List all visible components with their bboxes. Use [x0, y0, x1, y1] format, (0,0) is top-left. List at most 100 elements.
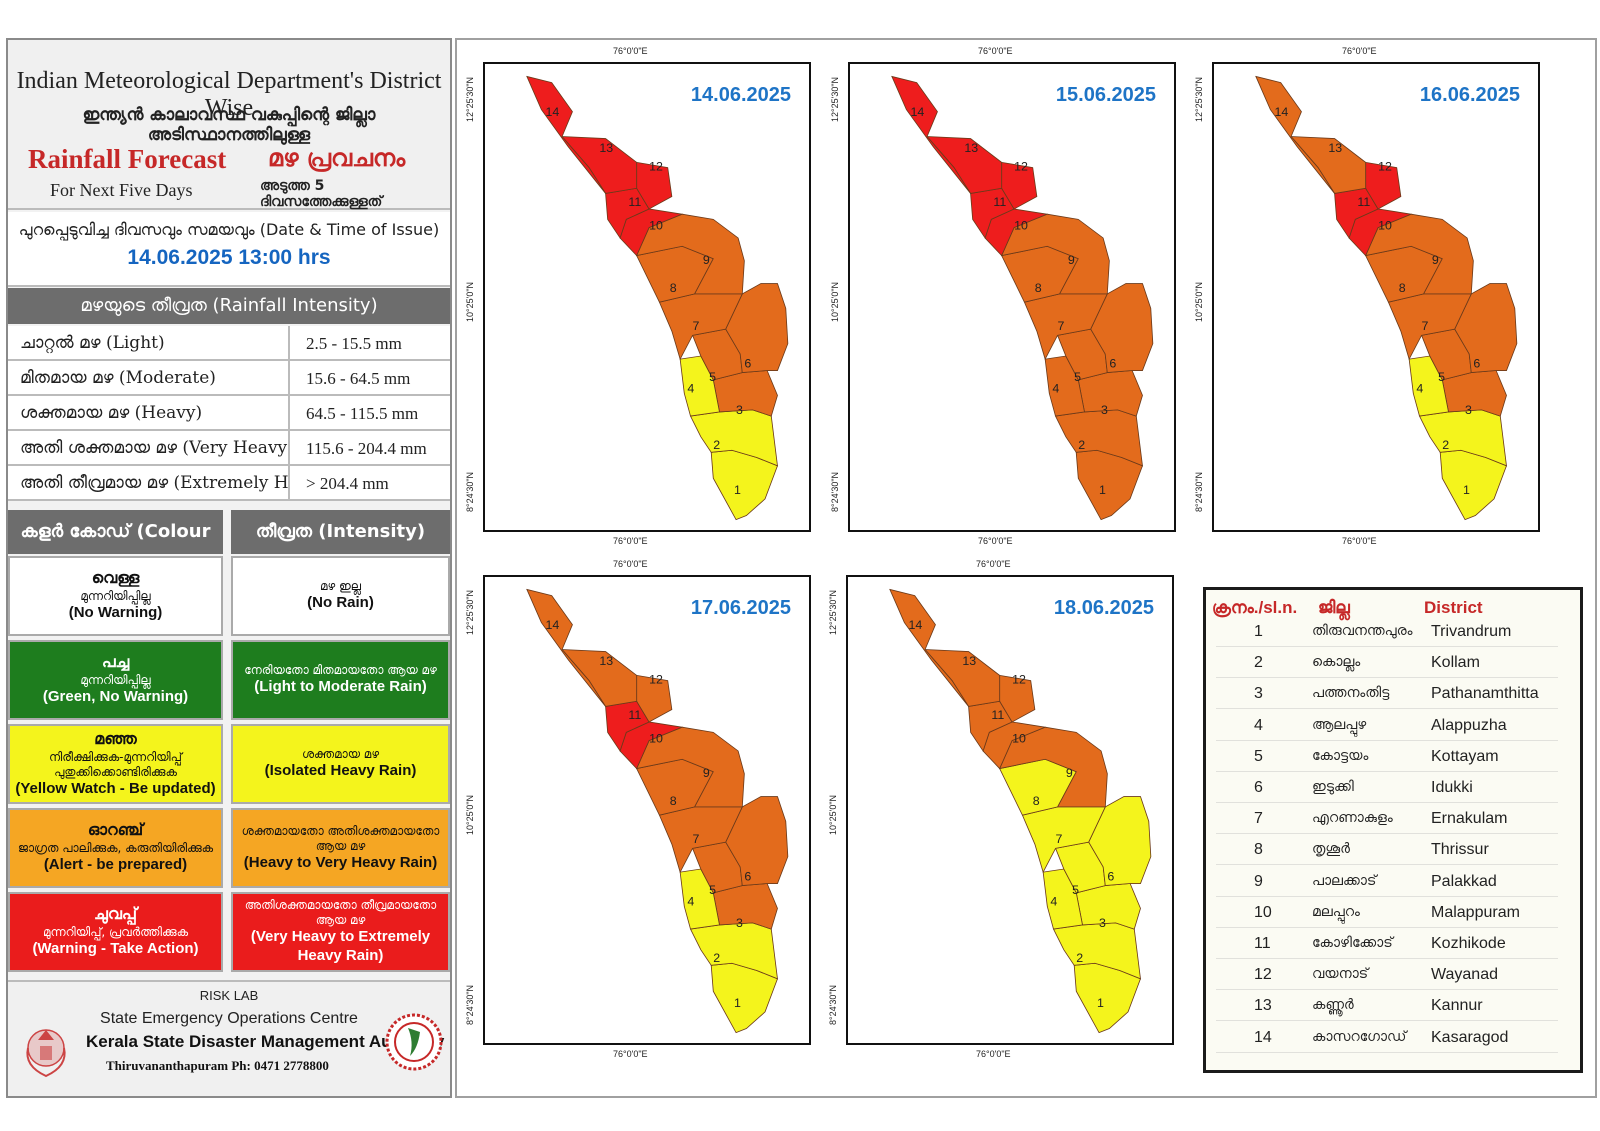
legend-ml: വയനാട്	[1312, 966, 1369, 983]
district-number: 9	[1432, 253, 1439, 267]
district-region	[1000, 213, 1110, 295]
district-number: 2	[713, 438, 720, 452]
legend-sl: 3	[1254, 685, 1263, 703]
intensity-range: 115.6 - 204.4 mm	[306, 439, 427, 458]
district-number: 12	[1012, 673, 1026, 687]
intensity-row: അതി തീവ്രമായ മഴ (Extremely Heavy) > 204.4…	[8, 466, 450, 501]
lat-label: 8°24'30"N	[465, 984, 475, 1025]
district-region	[635, 213, 745, 295]
lat-label: 12°25'30"N	[465, 76, 475, 122]
lat-label: 10°25'0"N	[830, 281, 840, 322]
district-number: 1	[1099, 483, 1106, 497]
legend-ml: ഇടുക്കി	[1312, 779, 1354, 795]
next-days-en: For Next Five Days	[50, 180, 193, 200]
colour-meaning-en: (Green, No Warning)	[42, 688, 189, 706]
district-number: 4	[1416, 381, 1423, 395]
district-number: 7	[1058, 319, 1065, 333]
legend-ml: കോട്ടയം	[1312, 747, 1369, 764]
legend-head-sl: ക്രനം./sl.n.	[1212, 598, 1298, 617]
district-number: 9	[1066, 766, 1073, 780]
colour-code-cell: പച്ച മുന്നറിയിപ്പില്ല (Green, No Warning)	[8, 640, 223, 720]
lon-label-top: 76°0'0"E	[613, 46, 648, 56]
district-number: 8	[1035, 281, 1042, 295]
legend-ml: കണ്ണൂർ	[1312, 997, 1354, 1014]
title-ml: ഇന്ത്യൻ കാലാവസ്ഥ വകുപ്പിന്റെ ജില്ലാ അടിസ…	[82, 105, 376, 145]
intensity-desc-ml: ശക്തമായതോ അതിശക്തമായതോ ആയ മഴ	[241, 823, 440, 853]
forecast-map-panel: 76°0'0"E 76°0'0"E 12°25'30"N 10°25'0"N 8°24'…	[826, 555, 1194, 1061]
intensity-table: ചാറ്റൽ മഴ (Light) 2.5 - 15.5 mm മിതമായ മഴ…	[8, 326, 450, 501]
rainfall-forecast-title-ml: മഴ പ്രവചനം	[268, 144, 406, 172]
lat-label: 10°25'0"N	[465, 281, 475, 322]
district-number: 8	[670, 794, 677, 808]
legend-ml: മലപ്പുറം	[1312, 903, 1360, 920]
forecast-map-panel: 76°0'0"E 76°0'0"E 12°25'30"N 10°25'0"N 8°24'…	[463, 555, 831, 1061]
district-number: 6	[744, 869, 751, 883]
legend-sl: 6	[1254, 779, 1263, 796]
district-number: 13	[1328, 141, 1342, 155]
intensity-title: മഴയുടെ തീവ്രത (Rainfall Intensity)	[8, 288, 450, 324]
legend-row: 8 തൃശൂർ Thrissur	[1216, 834, 1558, 866]
district-number: 14	[1275, 105, 1289, 119]
colour-code-row: പച്ച മുന്നറിയിപ്പില്ല (Green, No Warning) ന…	[8, 640, 450, 720]
intensity-row: ചാറ്റൽ മഴ (Light) 2.5 - 15.5 mm	[8, 326, 450, 361]
district-number: 2	[1078, 438, 1085, 452]
colour-meaning-en: (No Warning)	[68, 604, 163, 622]
lat-label: 12°25'30"N	[830, 76, 840, 122]
colour-code-cell: മഞ്ഞ നിരീക്ഷിക്കുക-മുന്നറിയിപ്പ് പുതുക്കി…	[8, 724, 223, 804]
district-region	[725, 796, 789, 887]
intensity-range: > 204.4 mm	[306, 474, 389, 493]
district-number: 7	[1422, 319, 1429, 333]
forecast-map-panel: 76°0'0"E 76°0'0"E 12°25'30"N 10°25'0"N 8°24'…	[828, 42, 1196, 548]
intensity-row: അതി ശക്തമായ മഴ (Very Heavy) 115.6 - 204.4…	[8, 431, 450, 466]
legend-row: 10 മലപ്പുറം Malappuram	[1216, 897, 1558, 928]
forecast-map-panel: 76°0'0"E 76°0'0"E 12°25'30"N 10°25'0"N 8°24'…	[1192, 42, 1560, 548]
legend-en: Palakkad	[1431, 872, 1497, 890]
district-number: 1	[734, 996, 741, 1010]
district-region	[1364, 213, 1474, 295]
colour-code-row: വെള്ള മുന്നറിയിപ്പില്ല (No Warning) മഴ ഇല്ല…	[8, 556, 450, 636]
legend-row: 12 വയനാട് Wayanad	[1216, 959, 1558, 991]
colour-code-head-right: തീവ്രത (Intensity)	[231, 510, 450, 554]
issue-box: പുറപ്പെടുവിച്ച ദിവസവും സമയവും (Date & Ti…	[8, 212, 450, 287]
legend-ml: തൃശൂർ	[1312, 841, 1350, 858]
legend-ml: എറണാകുളം	[1312, 810, 1393, 827]
legend-ml: കോഴിക്കോട്	[1312, 935, 1393, 951]
legend-sl: 4	[1254, 716, 1263, 734]
ksdma-logo-icon	[385, 1013, 443, 1071]
district-number: 3	[1101, 403, 1108, 417]
legend-row: 7 എറണാകുളം Ernakulam	[1216, 803, 1558, 835]
legend-row: 4 ആലപ്പുഴ Alappuzha	[1216, 710, 1558, 741]
district-number: 3	[1465, 403, 1472, 417]
lon-label-top: 76°0'0"E	[976, 559, 1011, 569]
left-info-panel: Indian Meteorological Department's Distr…	[6, 38, 452, 1098]
phone-label: Thiruvananthapuram Ph: 0471 2778800	[106, 1058, 329, 1073]
colour-meaning-ml: നിരീക്ഷിക്കുക-മുന്നറിയിപ്പ് പുതുക്കിക്കൊ…	[49, 749, 182, 779]
legend-en: Kannur	[1431, 997, 1483, 1015]
intensity-name: ചാറ്റൽ മഴ (Light)	[8, 326, 290, 359]
intensity-range: 15.6 - 64.5 mm	[306, 369, 411, 388]
district-region	[891, 75, 971, 194]
lon-label-bottom: 76°0'0"E	[1342, 536, 1377, 546]
intensity-cell: നേരിയതോ മിതമായതോ ആയ മഴ (Light to Moderate…	[231, 640, 450, 720]
colour-meaning-en: (Alert - be prepared)	[43, 856, 188, 874]
legend-ml: കൊല്ലം	[1312, 654, 1361, 671]
legend-en: Kasaragod	[1431, 1028, 1509, 1046]
colour-name: വെള്ള	[91, 570, 140, 588]
colour-code-head-left: കളർ കോഡ് (Colour Code)	[8, 510, 223, 586]
intensity-cell: ശക്തമായ മഴ (Isolated Heavy Rain)	[231, 724, 450, 804]
legend-sl: 2	[1254, 654, 1263, 672]
district-legend: ക്രനം./sl.n. ജില്ല District 1 തിരുവനന്തപു…	[1203, 587, 1583, 1073]
legend-sl: 9	[1254, 872, 1263, 890]
map-frame: 15.06.2025 1 2 3 4 5 6 7 8 9 10 11 12 13 14	[848, 62, 1176, 532]
legend-en: Kollam	[1431, 654, 1480, 672]
map-frame: 14.06.2025 1 2 3 4 5 6 7 8 9 10 11 12 13 14	[483, 62, 811, 532]
district-number: 2	[1076, 951, 1083, 965]
district-number: 4	[687, 894, 694, 908]
district-number: 1	[1097, 996, 1104, 1010]
district-number: 10	[649, 732, 663, 746]
intensity-row: ശക്തമായ മഴ (Heavy) 64.5 - 115.5 mm	[8, 396, 450, 431]
district-number: 7	[1056, 832, 1063, 846]
colour-name: ചുവപ്പ്	[93, 906, 137, 924]
intensity-desc-en: (Heavy to Very Heavy Rain)	[243, 853, 438, 871]
